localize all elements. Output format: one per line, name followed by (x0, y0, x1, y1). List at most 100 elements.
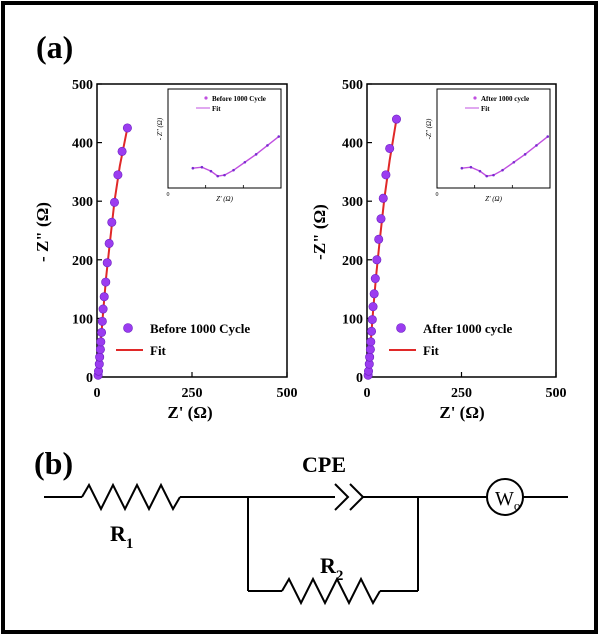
data-point (378, 193, 388, 203)
data-point (117, 146, 127, 156)
data-point (365, 352, 375, 362)
inset-x-label: Z' (Ω) (216, 195, 234, 203)
resistor-r2 (281, 576, 381, 606)
data-point (369, 289, 379, 299)
inset-fit-curve (461, 135, 549, 177)
data-point (101, 277, 111, 287)
x-axis-label: Z' (Ω) (167, 403, 212, 422)
chart-before-cycle: - Z" (Ω) Z' (Ω) 0 100 200 300 400 500 0 250 500 B… (33, 78, 298, 422)
inset-data-point (492, 173, 495, 177)
inset-data-point (266, 144, 269, 147)
data-point (102, 258, 112, 268)
data-point (95, 344, 105, 354)
y-tick-label: 200 (342, 254, 363, 269)
y-tick-label: 300 (72, 195, 93, 210)
data-point (372, 255, 382, 265)
data-point (381, 170, 391, 180)
data-point (370, 274, 380, 284)
inset-data-point (232, 168, 235, 172)
data-point (368, 302, 378, 312)
data-point (365, 344, 375, 354)
equivalent-circuit (44, 478, 568, 606)
chart-after-cycle: -Z" (Ω) Z' (Ω) 0 100 200 300 400 500 0 250 500 Af… (310, 78, 567, 422)
r2-label: R2 (320, 553, 343, 584)
inset-x-label: Z' (Ω) (485, 195, 503, 203)
inset-data-point (469, 165, 473, 169)
inset-data-point (254, 153, 258, 156)
y-tick-label: 300 (342, 195, 363, 210)
inset-y-label: -Z" (Ω) (425, 118, 433, 139)
y-tick-label: 500 (342, 78, 363, 93)
inset-data-point (512, 160, 516, 164)
data-point (99, 292, 109, 302)
inset-data-point (223, 173, 226, 177)
legend-marker (396, 323, 406, 333)
resistor-r1 (81, 482, 181, 512)
inset-x-tick-label: 0 (436, 192, 439, 198)
inset-legend-label: Fit (212, 105, 221, 113)
data-point (374, 234, 384, 244)
x-tick-label: 250 (451, 386, 472, 401)
legend-label: Fit (423, 343, 440, 358)
inset-legend-label: Fit (481, 105, 490, 113)
panel-label-a: (a) (36, 29, 73, 65)
inset-x-tick-label: 0 (167, 192, 170, 198)
inset-data-point (535, 144, 538, 147)
data-point (97, 316, 107, 326)
data-point (96, 337, 106, 347)
inset-data-point (243, 160, 247, 164)
data-point (95, 352, 105, 362)
data-point (367, 326, 377, 336)
y-tick-label: 100 (342, 312, 363, 327)
inset-data-point (546, 135, 550, 138)
inset-legend-marker (473, 96, 477, 100)
y-tick-label: 0 (356, 371, 363, 386)
inset-data-point (200, 165, 204, 169)
inset-data-point (216, 174, 220, 178)
x-axis-label: Z' (Ω) (439, 403, 484, 422)
inset-y-label: - Z" (Ω) (156, 117, 164, 140)
data-point (391, 114, 401, 124)
data-point (109, 197, 119, 207)
inset-data-point (209, 169, 213, 173)
data-point (113, 170, 123, 180)
inset-data-point (523, 153, 527, 156)
legend-marker (123, 323, 133, 333)
y-tick-label: 200 (72, 254, 93, 269)
y-axis-label: - Z" (Ω) (33, 202, 52, 262)
cpe-symbol-left (334, 483, 350, 511)
data-point (367, 315, 377, 325)
y-tick-label: 500 (72, 78, 93, 93)
data-point (376, 214, 386, 224)
data-point (107, 217, 117, 227)
inset-frame (436, 88, 551, 189)
inset-data-point (460, 166, 464, 170)
r1-label: R1 (110, 521, 133, 552)
data-point (366, 337, 376, 347)
legend-label: After 1000 cycle (423, 321, 513, 336)
x-tick-label: 500 (546, 386, 567, 401)
legend-label: Fit (150, 343, 167, 358)
y-tick-label: 400 (72, 137, 93, 152)
inset-fit-curve (192, 135, 280, 177)
data-point (104, 238, 114, 248)
inset-data-point (501, 168, 504, 172)
data-point (122, 123, 132, 133)
x-tick-label: 250 (182, 386, 203, 401)
inset-data-point (191, 166, 195, 170)
x-tick-label: 0 (94, 386, 101, 401)
legend-label: Before 1000 Cycle (150, 321, 250, 336)
x-tick-label: 500 (277, 386, 298, 401)
data-point (97, 327, 107, 337)
panel-label-b: (b) (34, 445, 73, 481)
inset-legend-marker (204, 96, 208, 100)
inset-data-point (478, 169, 482, 173)
inset-legend-label: After 1000 cycle (481, 95, 529, 103)
data-point (98, 304, 108, 314)
cpe-label: CPE (302, 452, 346, 477)
y-tick-label: 100 (72, 312, 93, 327)
inset-data-point (485, 174, 489, 178)
warburg-label: Wo (495, 488, 520, 513)
